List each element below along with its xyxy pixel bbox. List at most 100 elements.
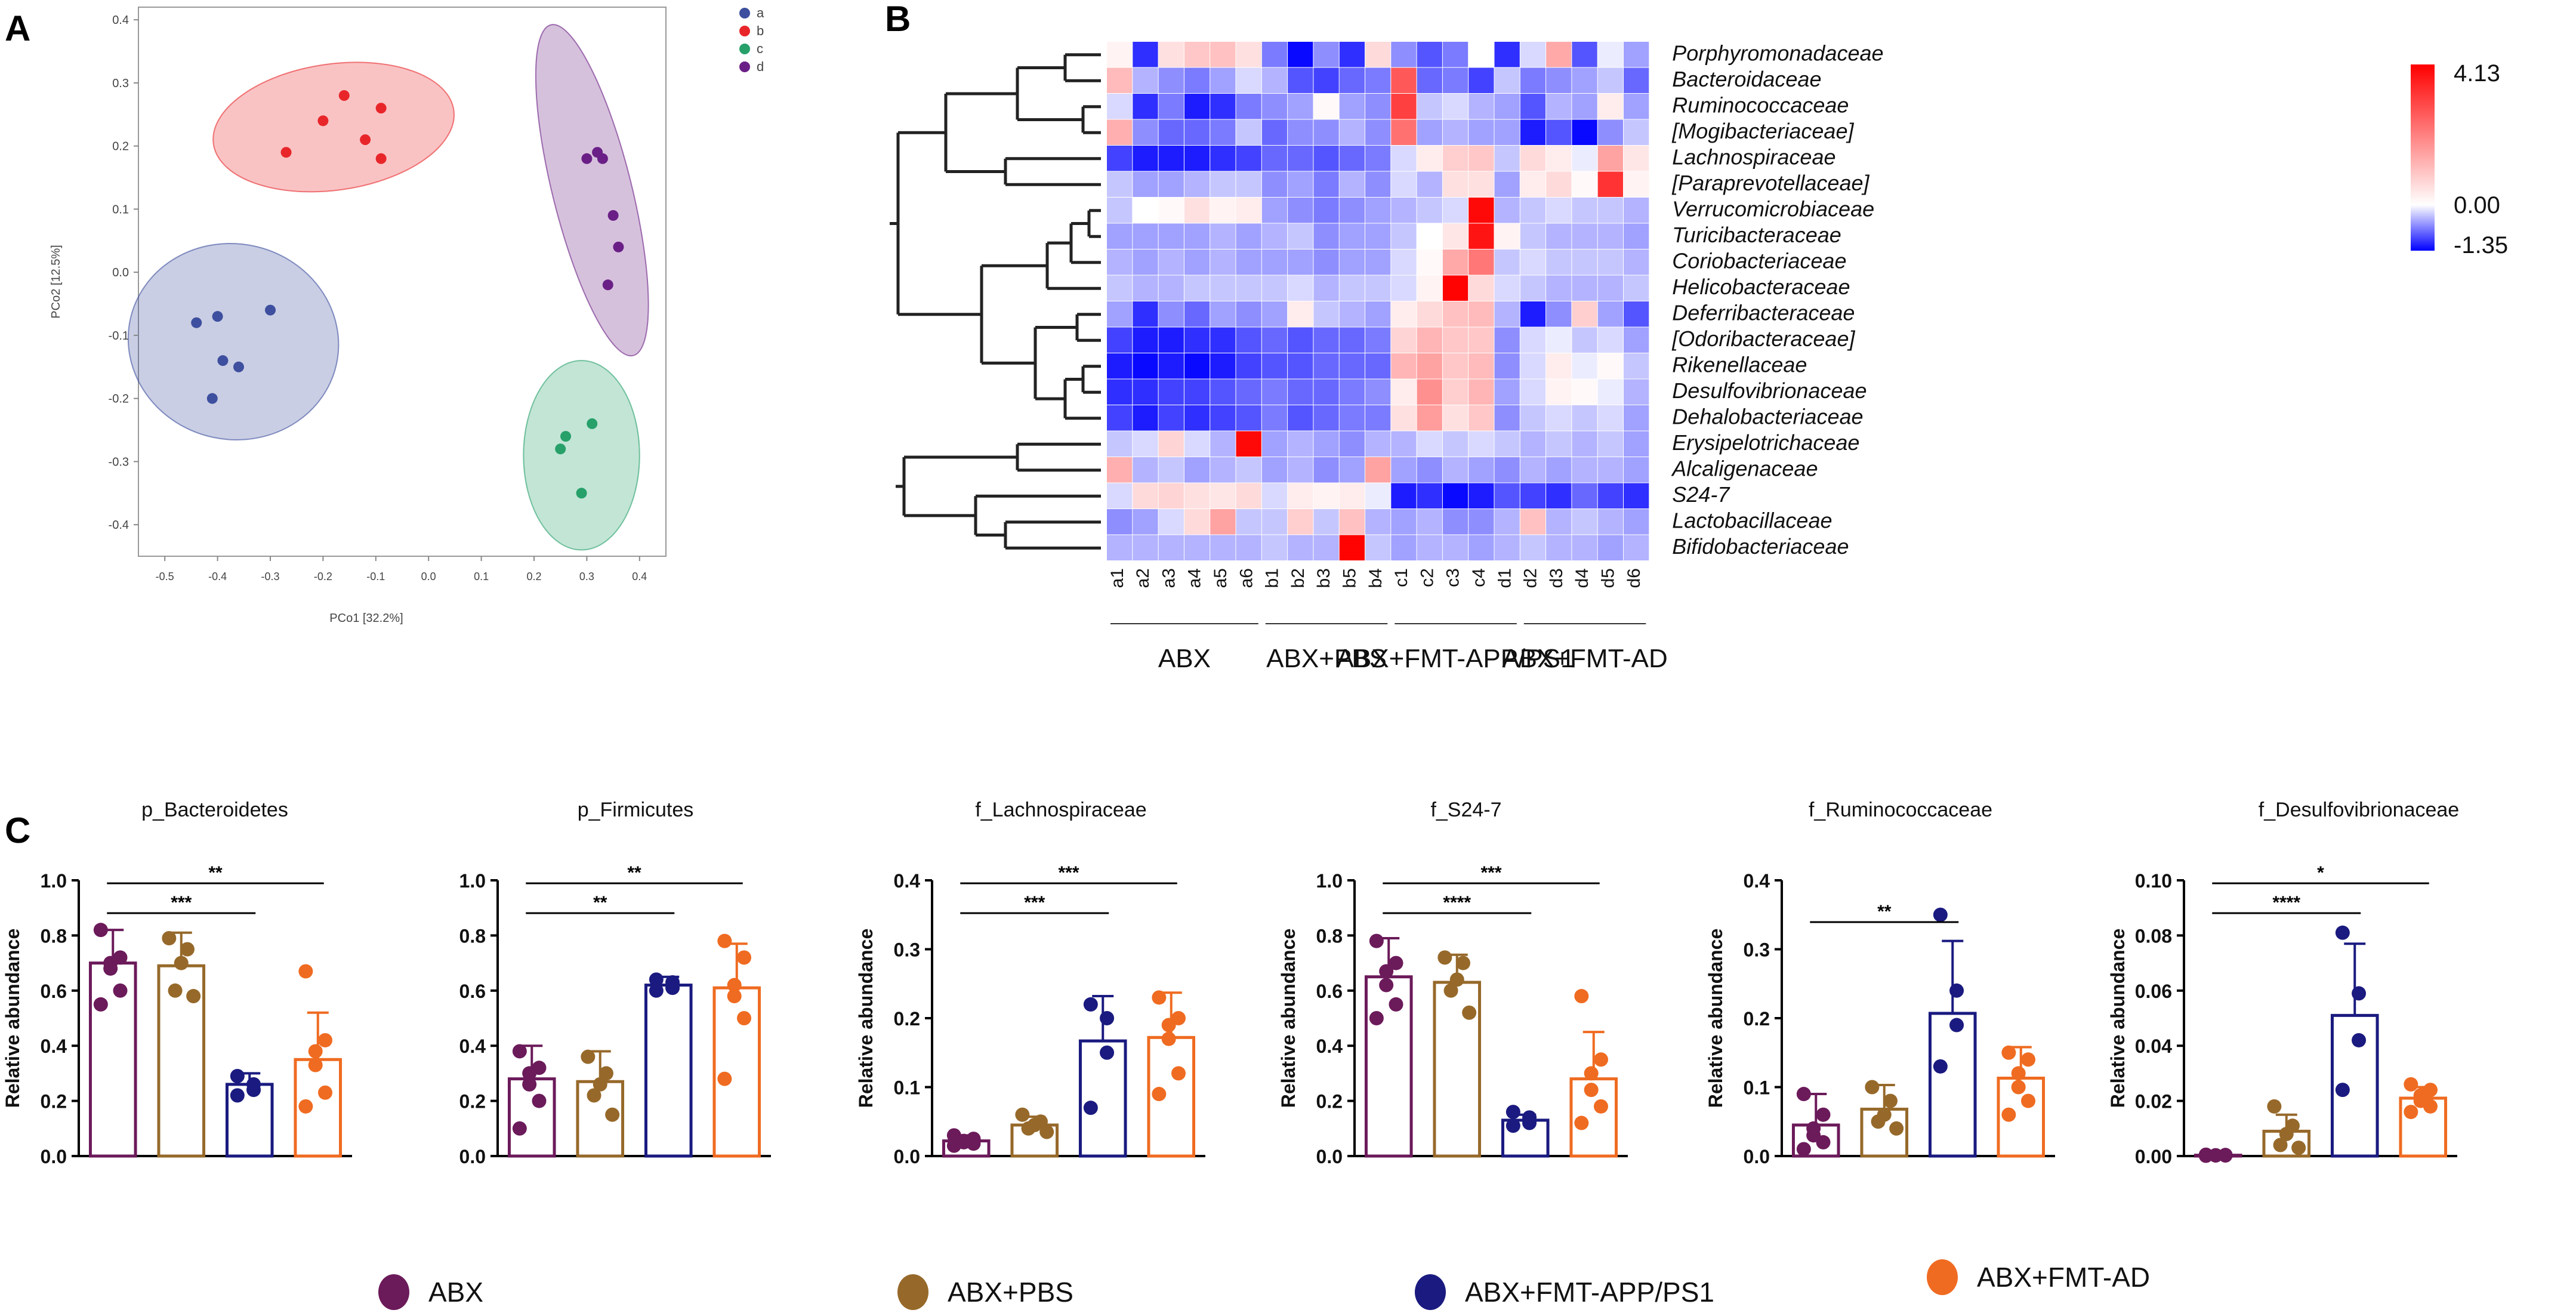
heatmap-cell xyxy=(1391,405,1417,431)
ellipse-a xyxy=(127,242,340,440)
column-label: d4 xyxy=(1572,568,1592,588)
group-label: ABX+FMT-APP/PS1 xyxy=(1337,644,1575,673)
y-tick-label: 1.0 xyxy=(459,870,486,892)
heatmap-cell xyxy=(1107,301,1133,327)
data-point xyxy=(317,1033,332,1047)
point-a xyxy=(212,311,223,322)
significance-label: **** xyxy=(2272,893,2300,913)
y-tick-label: 0.08 xyxy=(2135,925,2172,947)
heatmap-cell xyxy=(1391,535,1417,560)
heatmap-cell xyxy=(1469,94,1494,119)
heatmap-cell xyxy=(1494,509,1520,535)
legend-label: d xyxy=(757,59,764,74)
heatmap-cell xyxy=(1546,379,1572,405)
heatmap-cell xyxy=(1442,119,1469,145)
data-point xyxy=(1152,1087,1167,1102)
data-point xyxy=(1462,1005,1477,1020)
heatmap-cell xyxy=(1236,301,1261,327)
y-tick-label: 0.06 xyxy=(2135,981,2172,1002)
heatmap-cell xyxy=(1417,405,1442,431)
heatmap-cell xyxy=(1469,405,1494,431)
heatmap-cell xyxy=(1158,171,1184,197)
heatmap-cell xyxy=(1261,146,1288,171)
significance-label: *** xyxy=(171,893,192,913)
heatmap-cell xyxy=(1546,42,1572,67)
heatmap-cell xyxy=(1597,275,1623,301)
data-point xyxy=(1100,1011,1115,1025)
heatmap-cell xyxy=(1391,171,1417,197)
column-label: d5 xyxy=(1599,568,1618,588)
heatmap-cell xyxy=(1184,431,1210,457)
data-point xyxy=(186,989,201,1004)
heatmap-cell xyxy=(1107,275,1133,301)
heatmap-cell xyxy=(1597,119,1623,145)
heatmap-cell xyxy=(1572,509,1597,535)
row-label: Deferribacteraceae xyxy=(1672,300,1855,325)
row-label: Erysipelotrichaceae xyxy=(1672,430,1859,455)
heatmap-cell xyxy=(1494,249,1520,275)
heatmap-cell xyxy=(1210,94,1236,119)
heatmap-cell xyxy=(1158,198,1184,223)
heatmap-cell xyxy=(1520,431,1546,457)
data-point xyxy=(1871,1114,1886,1129)
heatmap-cell xyxy=(1236,249,1261,275)
heatmap-cell xyxy=(1442,146,1469,171)
data-point xyxy=(1506,1105,1520,1120)
heatmap-cell xyxy=(1442,67,1469,93)
heatmap-cell xyxy=(1339,431,1365,457)
chart-title: p_Bacteroidetes xyxy=(141,799,288,821)
heatmap-cell xyxy=(1107,42,1133,67)
y-tick-label: 0.0 xyxy=(112,266,129,279)
data-point xyxy=(522,1077,537,1092)
row-label: Desulfovibrionaceae xyxy=(1672,378,1867,403)
data-point xyxy=(1171,1066,1186,1081)
bar xyxy=(225,1083,274,1158)
heatmap-cell xyxy=(1236,353,1261,379)
data-point xyxy=(1021,1121,1036,1136)
heatmap-cell xyxy=(1313,275,1339,301)
data-point xyxy=(1455,956,1470,970)
heatmap-cell xyxy=(1442,327,1469,353)
heatmap-cell xyxy=(1494,42,1520,67)
x-tick-label: 0.3 xyxy=(579,571,594,583)
point-b xyxy=(317,115,329,127)
point-d xyxy=(602,279,613,291)
heatmap-cell xyxy=(1288,119,1313,145)
heatmap-cell xyxy=(1624,171,1649,197)
column-label: a2 xyxy=(1133,568,1153,588)
heatmap-cell xyxy=(1288,457,1313,483)
heatmap-cell xyxy=(1236,405,1261,431)
column-label: a5 xyxy=(1211,568,1230,588)
heatmap-cell xyxy=(1313,198,1339,223)
heatmap-cell xyxy=(1107,405,1133,431)
heatmap-cell xyxy=(1597,327,1623,353)
data-point xyxy=(2011,1080,2026,1095)
heatmap-cell xyxy=(1288,275,1313,301)
heatmap-cell xyxy=(1210,509,1236,535)
heatmap-cell xyxy=(1417,431,1442,457)
heatmap-cell xyxy=(1494,171,1520,197)
data-point xyxy=(246,1083,261,1098)
point-a xyxy=(217,355,229,366)
heatmap-cell xyxy=(1288,223,1313,249)
point-b xyxy=(375,153,387,164)
heatmap-cell xyxy=(1391,146,1417,171)
heatmap-cell xyxy=(1546,457,1572,483)
heatmap-cell xyxy=(1494,301,1520,327)
heatmap-cell xyxy=(1133,353,1158,379)
data-point xyxy=(727,989,742,1004)
data-point xyxy=(2352,1033,2367,1047)
heatmap-cell xyxy=(1158,249,1184,275)
heatmap-cell xyxy=(1288,483,1313,508)
bar-chart-3: f_Lachnospiraceae 0.0 0.1 0.2 0.3 0.4 Relative… xyxy=(855,799,1205,1167)
y-tick-label: 0.3 xyxy=(1744,939,1770,961)
color-scale-bar xyxy=(2411,64,2435,251)
heatmap-cell xyxy=(1520,119,1546,145)
point-d xyxy=(613,241,624,252)
heatmap-cell xyxy=(1597,379,1623,405)
data-point xyxy=(1883,1093,1898,1108)
y-tick-label: 0.4 xyxy=(1316,1035,1343,1057)
y-tick-label: 0.8 xyxy=(1316,925,1343,947)
significance-label: *** xyxy=(1480,863,1501,883)
column-label: b1 xyxy=(1263,568,1282,588)
